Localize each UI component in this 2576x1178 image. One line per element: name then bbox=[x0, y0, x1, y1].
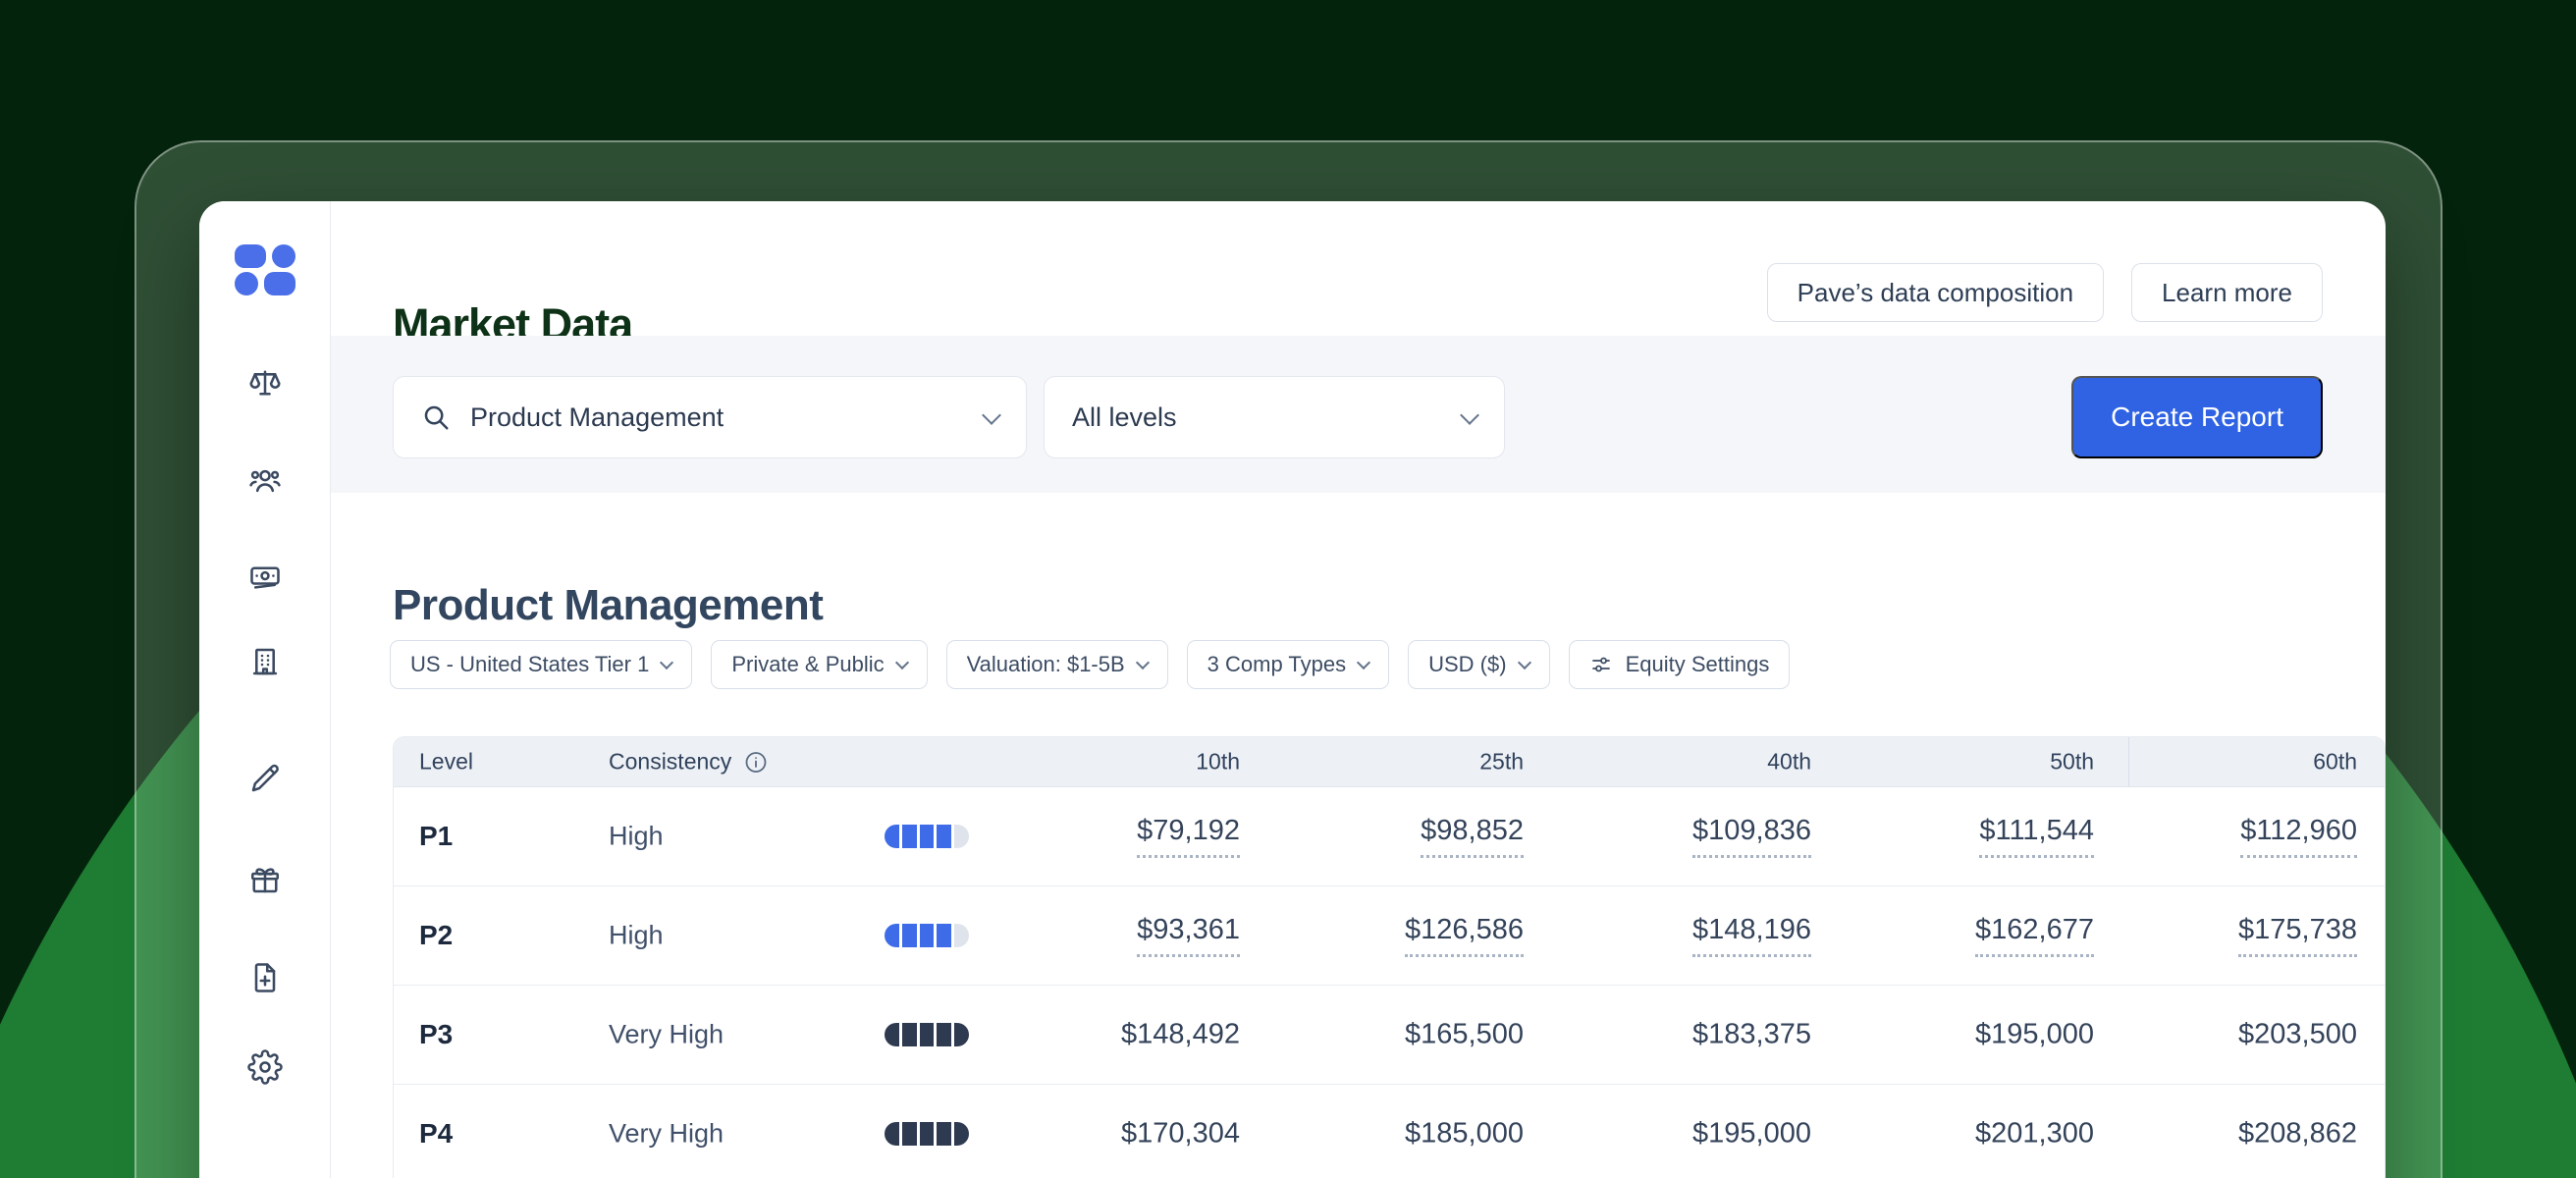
level-select-value: All levels bbox=[1072, 402, 1177, 432]
chevron-down-icon bbox=[1357, 655, 1371, 670]
market-data-table: Level Consistency 10th 25th 40th 50th 60… bbox=[393, 736, 2386, 1178]
role-select-value: Product Management bbox=[470, 402, 724, 432]
role-select[interactable]: Product Management bbox=[393, 376, 1027, 458]
chip-label: Private & Public bbox=[731, 652, 885, 676]
value-40th: $195,000 bbox=[1692, 1117, 1811, 1150]
column-header-consistency: Consistency bbox=[609, 749, 769, 776]
value-50th: $201,300 bbox=[1975, 1117, 2094, 1150]
pencil-icon[interactable] bbox=[247, 761, 283, 796]
chevron-down-icon bbox=[1460, 404, 1479, 425]
chip-label: 3 Comp Types bbox=[1207, 652, 1347, 676]
chip-label: Equity Settings bbox=[1625, 652, 1770, 676]
level-select[interactable]: All levels bbox=[1044, 376, 1505, 458]
column-header-40th: 40th bbox=[1767, 748, 1811, 775]
consistency-cell: High bbox=[609, 920, 664, 950]
level-cell: P2 bbox=[419, 920, 454, 950]
info-icon[interactable] bbox=[743, 749, 769, 775]
value-10th: $170,304 bbox=[1121, 1117, 1240, 1150]
chevron-down-icon bbox=[982, 404, 1001, 425]
value-60th[interactable]: $112,960 bbox=[2240, 815, 2357, 858]
value-60th: $208,862 bbox=[2238, 1117, 2357, 1150]
column-header-25th: 25th bbox=[1479, 748, 1524, 775]
chevron-down-icon bbox=[894, 655, 909, 670]
banknote-icon[interactable] bbox=[247, 559, 283, 594]
column-header-50th: 50th bbox=[2050, 748, 2094, 775]
chip-label: USD ($) bbox=[1428, 652, 1507, 676]
value-10th[interactable]: $93,361 bbox=[1137, 914, 1240, 957]
value-40th[interactable]: $109,836 bbox=[1692, 815, 1811, 858]
consistency-cell: Very High bbox=[609, 1118, 724, 1149]
value-50th[interactable]: $111,544 bbox=[1979, 815, 2094, 858]
value-25th: $185,000 bbox=[1405, 1117, 1524, 1150]
chip-valuation[interactable]: Valuation: $1-5B bbox=[945, 640, 1168, 689]
main-content: Market Data Pave’s data composition Lear… bbox=[331, 201, 2386, 1178]
scale-icon[interactable] bbox=[247, 365, 283, 401]
gear-icon[interactable] bbox=[246, 1049, 283, 1085]
table-header: Level Consistency 10th 25th 40th 50th 60… bbox=[394, 737, 2385, 787]
sliders-icon bbox=[1589, 653, 1613, 676]
chip-label: Valuation: $1-5B bbox=[966, 652, 1125, 676]
logo-shape bbox=[271, 244, 295, 268]
consistency-bar bbox=[885, 1122, 969, 1146]
value-60th: $203,500 bbox=[2238, 1018, 2357, 1050]
consistency-bar bbox=[885, 924, 969, 947]
chevron-down-icon bbox=[1517, 655, 1531, 670]
table-row: P1 High $79,192 $98,852 $109,836 $111,54… bbox=[394, 787, 2385, 886]
value-40th[interactable]: $148,196 bbox=[1692, 914, 1811, 957]
create-report-button[interactable]: Create Report bbox=[2071, 376, 2323, 458]
search-icon bbox=[421, 402, 451, 432]
file-plus-icon[interactable] bbox=[247, 960, 283, 995]
data-composition-button[interactable]: Pave’s data composition bbox=[1766, 263, 2105, 322]
chip-equity-settings[interactable]: Equity Settings bbox=[1568, 640, 1791, 689]
chip-geo[interactable]: US - United States Tier 1 bbox=[390, 640, 693, 689]
chevron-down-icon bbox=[660, 655, 674, 670]
value-10th: $148,492 bbox=[1121, 1018, 1240, 1050]
gift-icon[interactable] bbox=[247, 862, 283, 897]
filter-chips: US - United States Tier 1 Private & Publ… bbox=[390, 640, 1791, 689]
level-cell: P1 bbox=[419, 821, 454, 851]
sidebar bbox=[199, 201, 331, 1178]
pave-logo[interactable] bbox=[234, 244, 295, 295]
consistency-bar bbox=[885, 825, 969, 848]
logo-shape bbox=[234, 272, 258, 295]
header-actions: Pave’s data composition Learn more bbox=[1766, 263, 2323, 322]
logo-shape bbox=[263, 272, 295, 295]
level-cell: P4 bbox=[419, 1118, 454, 1149]
people-icon[interactable] bbox=[247, 463, 283, 499]
value-10th[interactable]: $79,192 bbox=[1137, 815, 1240, 858]
column-divider bbox=[2128, 737, 2129, 786]
chip-label: US - United States Tier 1 bbox=[410, 652, 650, 676]
table-row: P4 Very High $170,304 $185,000 $195,000 … bbox=[394, 1085, 2385, 1178]
value-40th: $183,375 bbox=[1692, 1018, 1811, 1050]
value-25th: $165,500 bbox=[1405, 1018, 1524, 1050]
value-50th: $195,000 bbox=[1975, 1018, 2094, 1050]
value-25th[interactable]: $126,586 bbox=[1405, 914, 1524, 957]
column-header-level: Level bbox=[419, 748, 473, 775]
column-header-label: Consistency bbox=[609, 748, 732, 775]
column-header-60th: 60th bbox=[2313, 748, 2357, 775]
consistency-cell: Very High bbox=[609, 1019, 724, 1049]
value-25th[interactable]: $98,852 bbox=[1421, 815, 1524, 858]
chip-comp-types[interactable]: 3 Comp Types bbox=[1186, 640, 1390, 689]
column-header-10th: 10th bbox=[1196, 748, 1240, 775]
chevron-down-icon bbox=[1135, 655, 1150, 670]
learn-more-button[interactable]: Learn more bbox=[2131, 263, 2323, 322]
consistency-bar bbox=[885, 1023, 969, 1046]
value-50th[interactable]: $162,677 bbox=[1975, 914, 2094, 957]
app-window: Market Data Pave’s data composition Lear… bbox=[199, 201, 2386, 1178]
building-icon[interactable] bbox=[247, 644, 283, 679]
table-row: P3 Very High $148,492 $165,500 $183,375 … bbox=[394, 986, 2385, 1085]
table-row: P2 High $93,361 $126,586 $148,196 $162,6… bbox=[394, 886, 2385, 986]
logo-shape bbox=[234, 244, 266, 268]
chip-currency[interactable]: USD ($) bbox=[1408, 640, 1550, 689]
consistency-cell: High bbox=[609, 821, 664, 851]
section-title: Product Management bbox=[393, 580, 824, 629]
filter-band: Product Management All levels Create Rep… bbox=[331, 336, 2386, 493]
chip-company-type[interactable]: Private & Public bbox=[711, 640, 928, 689]
value-60th[interactable]: $175,738 bbox=[2238, 914, 2357, 957]
level-cell: P3 bbox=[419, 1019, 454, 1049]
